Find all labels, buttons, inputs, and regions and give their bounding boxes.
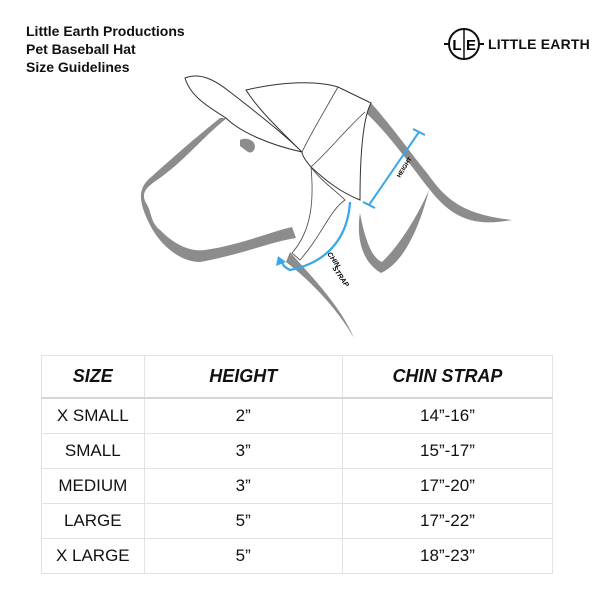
cell-chin-strap: 17”-20” [341,468,554,504]
size-table: SIZE HEIGHT CHIN STRAP X SMALL 2” 14”-16… [41,355,554,574]
dog-hat-illustration: HEIGHT CHIN STRAP [140,75,512,338]
cell-size: LARGE [41,503,145,539]
table-header-row: SIZE HEIGHT CHIN STRAP [41,355,554,399]
page-title: Little Earth Productions Pet Baseball Ha… [26,22,185,76]
height-measure [362,128,426,209]
chin-strap-arrow [280,201,352,272]
cell-size: X LARGE [41,538,145,574]
cell-chin-strap: 14”-16” [341,397,554,434]
logo: L E LITTLE EARTH [444,26,590,62]
cell-size: MEDIUM [41,468,145,504]
cell-chin-strap: 17”-22” [341,503,554,539]
dog-ear-outline [365,103,512,223]
dog-eye [240,138,255,153]
header-height: HEIGHT [143,355,343,399]
strap-label: STRAP [330,265,350,289]
dog-ear-inner [358,190,429,273]
hat-seam [310,111,366,168]
hat-crown [245,82,372,201]
dog-head-outline [140,118,296,262]
title-line: Little Earth Productions [26,23,185,39]
cell-size: X SMALL [41,397,145,434]
cell-size: SMALL [41,433,145,469]
cell-height: 5” [143,503,343,539]
table-row: MEDIUM 3” 17”-20” [41,468,554,504]
arrow-head-icon [276,256,286,266]
cell-height: 5” [143,538,343,574]
cell-chin-strap: 18”-23” [341,538,554,574]
dog-neck-outline [286,252,354,338]
svg-text:E: E [466,37,476,54]
hat-seam [301,86,339,153]
title-line: Size Guidelines [26,59,130,75]
cell-chin-strap: 15”-17” [341,433,554,469]
table-row: LARGE 5” 17”-22” [41,503,554,539]
chin-strap [291,165,346,261]
cell-height: 2” [143,397,343,434]
header-chin-strap: CHIN STRAP [341,355,554,399]
title-line: Pet Baseball Hat [26,41,136,57]
svg-text:L: L [452,37,461,54]
logo-text: LITTLE EARTH [488,36,590,52]
logo-mark-icon: L E [444,28,484,60]
header-size: SIZE [41,355,145,399]
table-row: SMALL 3” 15”-17” [41,433,554,469]
table-row: X LARGE 5” 18”-23” [41,538,554,574]
cell-height: 3” [143,468,343,504]
cell-height: 3” [143,433,343,469]
table-row: X SMALL 2” 14”-16” [41,397,554,434]
